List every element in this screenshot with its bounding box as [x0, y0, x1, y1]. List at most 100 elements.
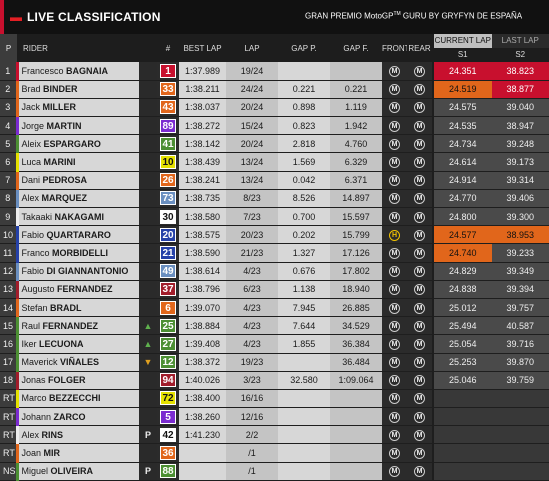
- rider-first-name: Joan: [22, 448, 42, 458]
- rear-tyre-icon: M: [414, 357, 425, 368]
- front-tyre-cell: M: [382, 317, 407, 335]
- sector1-cell: [434, 444, 492, 462]
- sector2-cell: 39.870: [492, 353, 549, 371]
- rider-number-cell: 12: [157, 353, 179, 371]
- rider-number: 36: [160, 446, 176, 460]
- best-lap-cell: 1:39.070: [179, 298, 226, 316]
- position-change-cell: [139, 171, 157, 189]
- classification-table: P RIDER # BEST LAP LAP GAP P. GAP F. FRO…: [0, 34, 549, 481]
- rear-tyre-cell: M: [407, 244, 432, 262]
- rear-tyre-cell: M: [407, 262, 432, 280]
- position-cell: 6: [0, 153, 17, 171]
- tab-current-lap[interactable]: CURRENT LAP: [434, 34, 492, 48]
- rider-number-cell: 89: [157, 117, 179, 135]
- sector2-cell: 38.877: [492, 80, 549, 98]
- sector2-cell: 39.314: [492, 171, 549, 189]
- sector1-cell: 24.577: [434, 226, 492, 244]
- rider-cell: Alex MARQUEZ: [17, 189, 139, 207]
- col-rider-header: RIDER: [17, 34, 139, 62]
- rider-cell: Jonas FOLGER: [17, 371, 139, 389]
- rider-number-cell: 5: [157, 408, 179, 426]
- position-change-cell: [139, 135, 157, 153]
- best-lap-cell: 1:41.230: [179, 426, 226, 444]
- gap-first-cell: 1:09.064: [330, 371, 382, 389]
- rider-cell: Stefan BRADL: [17, 298, 139, 316]
- rider-number: 1: [160, 64, 176, 78]
- front-tyre-cell: M: [382, 117, 407, 135]
- best-lap-cell: 1:38.884: [179, 317, 226, 335]
- front-tyre-cell: M: [382, 462, 407, 480]
- rear-tyre-icon: M: [414, 175, 425, 186]
- front-tyre-icon: H: [389, 230, 400, 241]
- rider-number-cell: 27: [157, 335, 179, 353]
- sector1-cell: 24.519: [434, 80, 492, 98]
- position-change-cell: [139, 80, 157, 98]
- rider-last-name: MILLER: [43, 102, 77, 112]
- position-change-cell: [139, 298, 157, 316]
- rider-number-cell: 37: [157, 280, 179, 298]
- gap-prev-cell: 0.042: [278, 171, 330, 189]
- sector1-cell: 24.914: [434, 171, 492, 189]
- front-tyre-cell: M: [382, 335, 407, 353]
- rider-last-name: BINDER: [43, 84, 78, 94]
- rear-tyre-cell: M: [407, 317, 432, 335]
- gap-first-cell: 1.942: [330, 117, 382, 135]
- rider-number-cell: 33: [157, 80, 179, 98]
- arrow-up-icon: ▲: [144, 339, 153, 349]
- front-tyre-icon: M: [389, 357, 400, 368]
- gap-first-cell: 17.126: [330, 244, 382, 262]
- position-change-cell: [139, 244, 157, 262]
- position-change-cell: ▼: [139, 353, 157, 371]
- sector1-cell: 24.575: [434, 98, 492, 116]
- front-tyre-cell: M: [382, 153, 407, 171]
- rear-tyre-cell: M: [407, 189, 432, 207]
- rear-tyre-icon: M: [414, 84, 425, 95]
- tab-last-lap[interactable]: LAST LAP: [492, 34, 549, 48]
- front-tyre-icon: M: [389, 466, 400, 477]
- sector2-cell: 39.757: [492, 298, 549, 316]
- rider-last-name: QUARTARARO: [47, 230, 111, 240]
- front-tyre-cell: M: [382, 353, 407, 371]
- position-cell: 1: [0, 62, 17, 80]
- gap-prev-cell: 32.580: [278, 371, 330, 389]
- sector2-cell: [492, 462, 549, 480]
- lap-cell: 24/24: [226, 80, 278, 98]
- col-gapp-header: GAP P.: [278, 34, 330, 62]
- rear-tyre-cell: M: [407, 353, 432, 371]
- rider-last-name: BEZZECCHI: [49, 393, 101, 403]
- lap-cell: 4/23: [226, 335, 278, 353]
- best-lap-cell: 1:40.026: [179, 371, 226, 389]
- rider-cell: Miguel OLIVEIRA: [17, 462, 139, 480]
- best-lap-cell: 1:38.400: [179, 389, 226, 407]
- col-s1-header: S1: [434, 48, 492, 62]
- best-lap-cell: 1:38.272: [179, 117, 226, 135]
- position-change-cell: P: [139, 426, 157, 444]
- position-cell: 12: [0, 262, 17, 280]
- rider-number: 49: [160, 264, 176, 278]
- lap-cell: 16/16: [226, 389, 278, 407]
- rider-last-name: MORBIDELLI: [52, 248, 108, 258]
